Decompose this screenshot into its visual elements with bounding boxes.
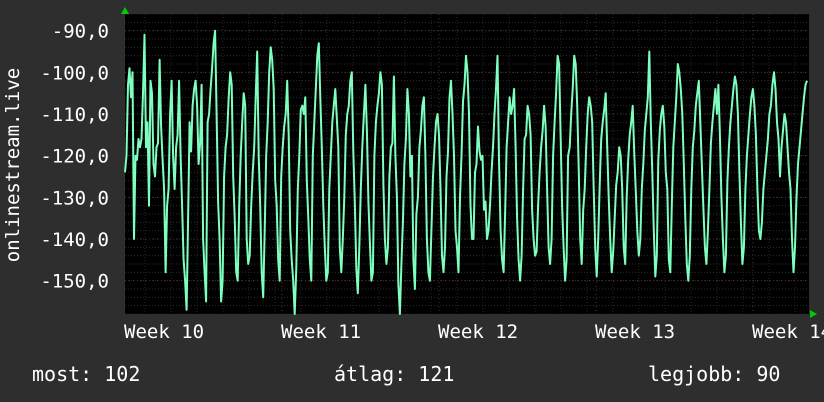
stat-current: most: 102 [32,362,141,386]
x-tick-label: Week 10 [124,321,204,343]
y-tick-label: -150,0 [40,271,109,293]
y-axis-arrow [121,7,129,14]
x-tick-label: Week 13 [595,321,675,343]
y-tick-label: -90,0 [52,21,109,43]
stat-best: legjobb: 90 [648,362,781,386]
y-tick-label: -120,0 [40,146,109,168]
y-tick-label: -110,0 [40,104,109,126]
y-tick-label: -140,0 [40,229,109,251]
x-tick-label: Week 12 [438,321,518,343]
x-axis-arrow [810,310,817,318]
x-tick-label: Week 11 [281,321,361,343]
stat-average: átlag: 121 [334,362,455,386]
x-tick-label: Week 14 [752,321,824,343]
y-axis-label: onlinestream.live [2,68,24,262]
y-tick-label: -130,0 [40,187,109,209]
series-line [124,29,808,315]
x-tick-labels: Week 10 Week 11 Week 12 Week 13 Week 14 [124,321,824,343]
y-tick-label: -100,0 [40,62,109,84]
y-tick-labels: -90,0 -100,0 -110,0 -120,0 -130,0 -140,0 -150,… [40,21,109,293]
